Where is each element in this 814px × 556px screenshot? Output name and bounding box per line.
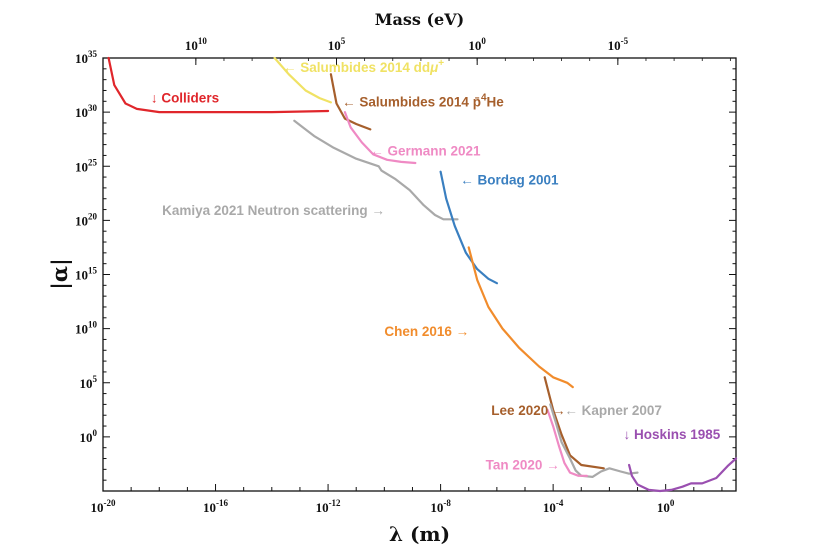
series-line-lee-2020 — [543, 376, 605, 470]
y-tick-label: 1035 — [75, 49, 98, 66]
y-tick-label: 1025 — [75, 157, 98, 174]
y-tick-label: 1015 — [75, 266, 98, 283]
top-tick-label: 105 — [328, 36, 346, 53]
x-tick-label: 10-8 — [430, 498, 451, 515]
series-label-salumbides-2014-dd-: ← Salumbides 2014 ddμ+ — [283, 58, 444, 75]
series-line-germann-2021 — [343, 110, 417, 165]
y-axis-title: |α| — [47, 258, 72, 289]
series-line-bordag-2001 — [439, 170, 498, 285]
series-line-kamiya-2021-neutron-scattering — [293, 119, 459, 221]
y-tick-label: 100 — [80, 428, 98, 445]
series-label-germann-2021: ← Germann 2021 — [370, 143, 481, 158]
series-line-salumbides-2014-dd- — [273, 56, 332, 104]
x-tick-label: 10-4 — [543, 498, 564, 515]
y-tick-label: 1010 — [75, 320, 98, 337]
top-tick-label: 1010 — [185, 36, 208, 53]
series-line-salumbides-2014-p-4he — [329, 73, 372, 131]
top-tick-label: 10-5 — [608, 36, 629, 53]
x-tick-label: 10-20 — [91, 498, 116, 515]
top-axis-title: Mass (eV) — [375, 10, 464, 29]
series-line-chen-2016 — [467, 246, 574, 389]
top-tick-label: 100 — [468, 36, 486, 53]
x-tick-label: 100 — [657, 498, 675, 515]
x-tick-label: 10-16 — [203, 498, 228, 515]
series-label-chen-2016: Chen 2016 → — [384, 324, 469, 339]
y-tick-label: 1030 — [75, 103, 98, 120]
series-label-colliders: ↓ Colliders — [151, 90, 219, 105]
series-label-lee-2020: Lee 2020 → — [491, 403, 565, 418]
y-tick-label: 1020 — [75, 211, 98, 228]
y-tick-label: 105 — [80, 374, 98, 391]
series-label-salumbides-2014-p-4he: ← Salumbides 2014 p̄4He — [342, 93, 504, 110]
ticks: 10-20 10-16 10-12 10-8 10-4 100 1010 105 100 10-5… — [75, 36, 736, 515]
series-label-tan-2020: Tan 2020 → — [486, 457, 560, 472]
series-label-kamiya-2021-neutron-scattering: Kamiya 2021 Neutron scattering → — [162, 203, 385, 218]
series-lines — [107, 56, 738, 493]
series-label-kapner-2007: ← Kapner 2007 — [564, 403, 662, 418]
series-labels: ↓ Colliders ← Salumbides 2014 ddμ+ ← Salum… — [151, 58, 721, 472]
x-axis-title: λ (m) — [389, 522, 450, 546]
series-line-hoskins-1985 — [627, 457, 738, 493]
series-label-hoskins-1985: ↓ Hoskins 1985 — [623, 427, 720, 442]
series-line-colliders — [107, 56, 330, 114]
series-label-bordag-2001: ← Bordag 2001 — [460, 173, 559, 188]
x-tick-label: 10-12 — [316, 498, 341, 515]
series-line-tan-2020 — [546, 408, 589, 477]
